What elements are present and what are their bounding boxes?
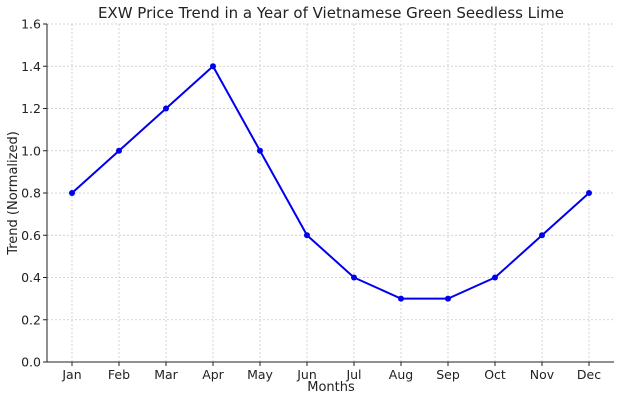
data-point	[257, 147, 263, 154]
grid	[47, 23, 614, 363]
y-tick-label: 0.0	[21, 355, 41, 370]
x-tick-label: Jul	[345, 367, 361, 382]
x-tick-label: Jun	[296, 367, 317, 382]
x-tick-label: Jan	[61, 367, 81, 382]
data-point	[210, 63, 216, 70]
data-point	[398, 295, 404, 302]
series-line	[71, 65, 590, 300]
y-tick-label: 0.4	[21, 270, 41, 285]
x-tick-label: Aug	[389, 367, 413, 382]
y-tick-label: 1.6	[21, 17, 41, 32]
y-tick-label: 1.4	[21, 59, 41, 74]
y-axis-label: Trend (Normalized)	[6, 131, 21, 256]
data-point	[116, 147, 122, 154]
x-tick-label: Oct	[484, 367, 506, 382]
chart-title: EXW Price Trend in a Year of Vietnamese …	[98, 4, 564, 22]
y-tick-label: 0.6	[21, 228, 41, 243]
data-point	[163, 105, 169, 112]
x-axis-ticks: Jan Feb Mar Apr May Jun Jul Aug Sep Oct Nov Dec	[61, 362, 601, 382]
series	[69, 63, 592, 302]
y-tick-label: 1.2	[21, 101, 41, 116]
x-axis-label: Months	[307, 380, 355, 395]
x-tick-label: Sep	[436, 367, 460, 382]
x-tick-label: Dec	[577, 367, 601, 382]
data-point	[445, 295, 451, 302]
y-tick-label: 1.0	[21, 143, 41, 158]
data-point	[69, 190, 75, 196]
y-tick-label: 0.2	[21, 312, 41, 327]
y-tick-label: 0.8	[21, 186, 41, 201]
x-tick-label: Nov	[530, 367, 555, 382]
data-point	[304, 232, 310, 239]
x-tick-label: Mar	[154, 367, 178, 382]
x-tick-label: May	[247, 367, 273, 382]
x-tick-label: Feb	[108, 367, 130, 382]
data-point	[351, 274, 357, 281]
y-axis-ticks: 0.0 0.2 0.4 0.6 0.8 1.0 1.2 1.4 1.6	[21, 17, 47, 370]
x-tick-label: Apr	[202, 367, 224, 382]
data-point	[492, 274, 498, 281]
data-point	[539, 232, 545, 239]
data-point	[586, 190, 592, 196]
